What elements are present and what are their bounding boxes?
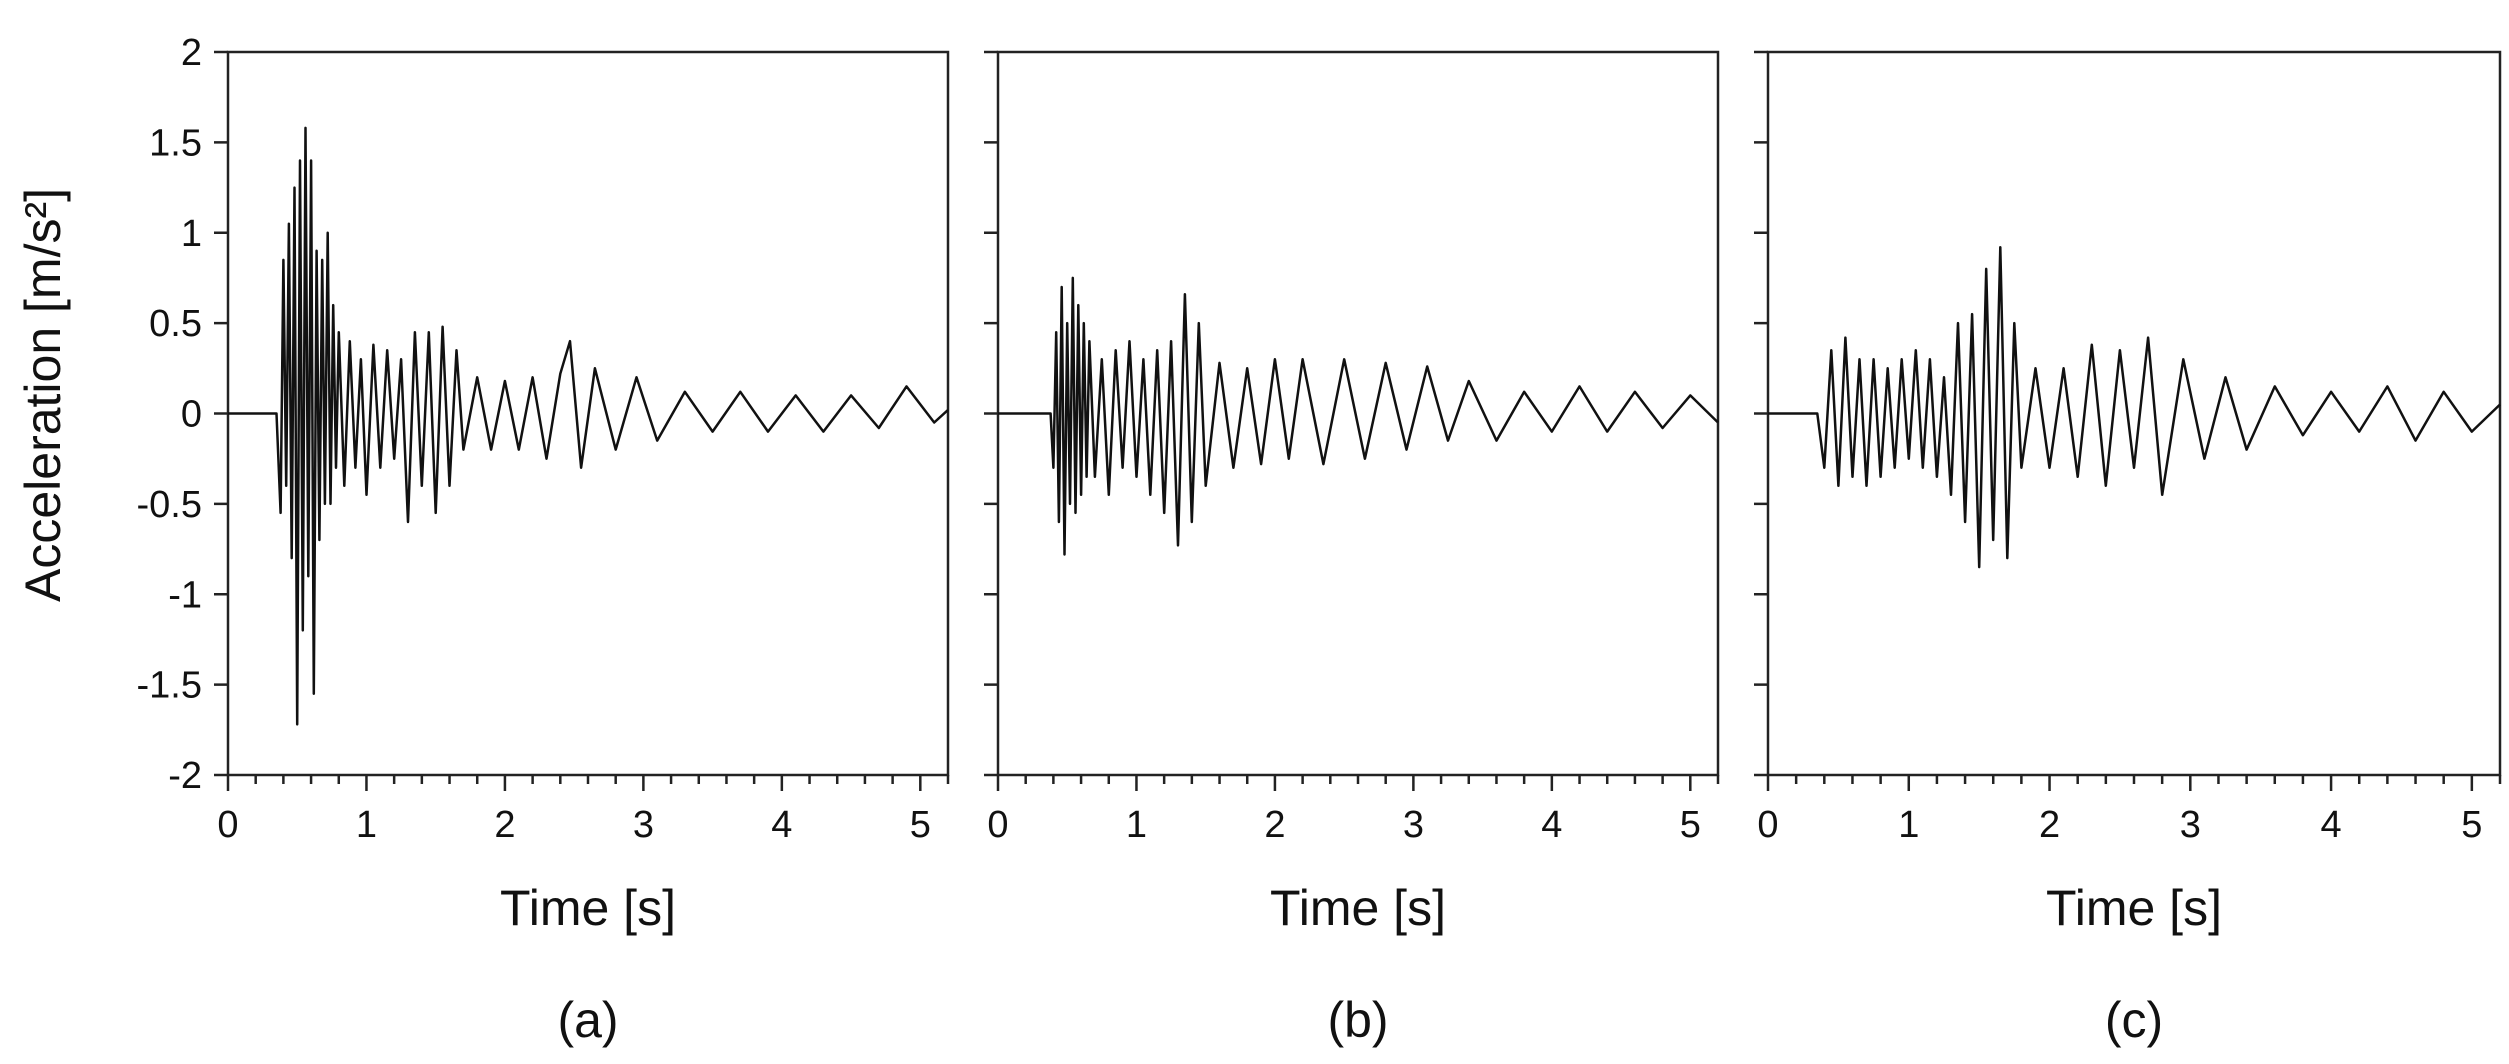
y-tick-label: -0.5 <box>137 484 202 526</box>
x-tick-label: 0 <box>1757 804 1778 846</box>
x-tick-label: 3 <box>2180 804 2201 846</box>
chart-panel-3: 0 1 2 3 4 5 Time [s] (c) <box>1754 50 2502 1048</box>
x-tick-label: 4 <box>2321 804 2342 846</box>
chart-panel-1: 2 1.5 1 0.5 0 -0.5 -1 -1.5 -2 0 1 2 3 4 5 Time [s] (a) <box>137 32 950 1048</box>
x-tick-label: 4 <box>1541 804 1562 846</box>
series-line <box>228 126 949 726</box>
x-tick-label: 2 <box>494 804 515 846</box>
y-tick-label: 0.5 <box>149 303 202 345</box>
x-tick-label: 2 <box>1264 804 1285 846</box>
x-tick-label: 5 <box>910 804 931 846</box>
panel-label: (c) <box>2105 992 2163 1048</box>
y-tick-label: -1.5 <box>137 665 202 707</box>
series-line <box>1768 245 2501 569</box>
chart-panels: 2 1.5 1 0.5 0 -0.5 -1 -1.5 -2 0 1 2 3 4 5 Time [s] (a) 0 1… <box>137 32 2502 1048</box>
panel-label: (b) <box>1327 992 1388 1048</box>
series-line <box>998 276 1719 556</box>
x-axis-title: Time [s] <box>1270 880 1446 936</box>
x-axis-title: Time [s] <box>500 880 676 936</box>
plot-frame <box>996 50 1720 777</box>
x-tick-label: 1 <box>1898 804 1919 846</box>
panel-label: (a) <box>557 992 618 1048</box>
y-tick-label: -1 <box>168 574 202 616</box>
y-tick-label: 1.5 <box>149 122 202 164</box>
x-tick-label: 4 <box>771 804 792 846</box>
y-tick-label: 0 <box>181 394 202 436</box>
x-tick-label: 1 <box>1126 804 1147 846</box>
x-tick-label: 3 <box>633 804 654 846</box>
x-axis-title: Time [s] <box>2046 880 2222 936</box>
y-tick-label: 2 <box>181 32 202 74</box>
chart-panel-2: 0 1 2 3 4 5 Time [s] (b) <box>984 50 1720 1048</box>
x-tick-label: 3 <box>1403 804 1424 846</box>
y-axis-title: Acceleration [m/s²] <box>15 188 71 602</box>
x-tick-label: 2 <box>2039 804 2060 846</box>
x-tick-label: 5 <box>1680 804 1701 846</box>
y-tick-label: -2 <box>168 755 202 797</box>
x-tick-label: 5 <box>2461 804 2482 846</box>
y-tick-label: 1 <box>181 213 202 255</box>
x-tick-label: 0 <box>217 804 238 846</box>
x-tick-label: 1 <box>356 804 377 846</box>
x-tick-label: 0 <box>987 804 1008 846</box>
